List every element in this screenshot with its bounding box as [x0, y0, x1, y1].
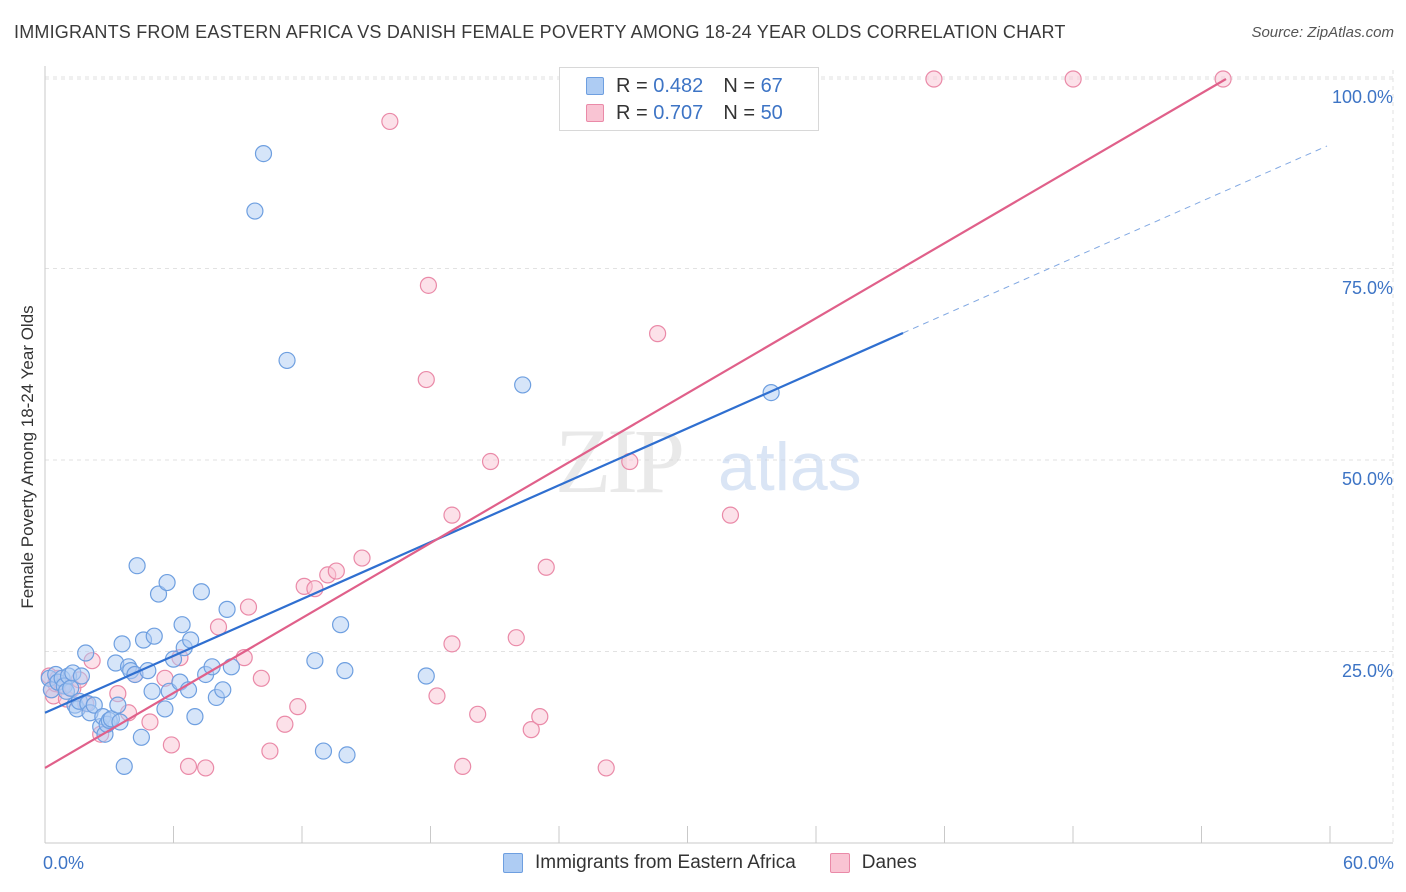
danes-point [1064, 70, 1082, 88]
x-tick-label: 60.0% [1342, 853, 1394, 873]
eastern-africa-point [246, 202, 264, 220]
chart-title: IMMIGRANTS FROM EASTERN AFRICA VS DANISH… [14, 22, 1066, 42]
eastern-africa-point [132, 728, 150, 746]
eastern-africa-point [254, 145, 273, 163]
danes-point [179, 757, 198, 776]
danes-point [428, 687, 446, 705]
danes-point [327, 562, 345, 580]
danes-point [522, 721, 540, 739]
eastern-africa-point [214, 681, 232, 699]
danes-point [381, 112, 399, 131]
danes-point [481, 452, 500, 471]
danes-point [141, 713, 159, 731]
danes-point [454, 757, 472, 776]
legend-r-value: 0.707 [653, 101, 704, 124]
eastern-africa-point [336, 662, 354, 680]
danes-trendline [44, 78, 1227, 769]
legend-r-value: 0.482 [653, 74, 704, 97]
danes-point [537, 558, 555, 576]
legend-item-danes: Danes [829, 852, 917, 874]
legend-label-danes: Danes [861, 852, 917, 873]
eastern-africa-point [156, 700, 174, 718]
legend-swatch-pink [586, 104, 604, 122]
danes-point [507, 629, 525, 647]
danes-point [261, 742, 279, 760]
danes-point [197, 759, 215, 777]
eastern-africa-points [40, 145, 780, 776]
eastern-africa-point [306, 652, 324, 670]
legend-n-label: N = [723, 74, 755, 97]
watermark-zip: ZIP [555, 410, 682, 512]
danes-point [469, 705, 487, 723]
danes-point [443, 506, 461, 524]
y-tick-label: 50.0% [1341, 469, 1393, 489]
legend-r-label: R = [616, 101, 648, 124]
legend-row-eastern-africa: R = 0.482 N = 67 [586, 73, 783, 99]
legend-swatch-blue [586, 77, 604, 95]
eastern-africa-trendline [44, 331, 904, 714]
eastern-africa-point [186, 708, 204, 726]
danes-point [276, 715, 294, 733]
eastern-africa-point [762, 383, 780, 402]
legend-swatch-blue [503, 853, 523, 873]
legend-swatch-pink [829, 853, 850, 873]
series-legend: Immigrants from Eastern Africa Danes [503, 852, 951, 874]
eastern-africa-point [72, 667, 91, 685]
eastern-africa-point [218, 600, 236, 618]
legend-item-eastern-africa: Immigrants from Eastern Africa [503, 852, 796, 874]
legend-n-label: N = [723, 101, 755, 124]
y-tick-label: 25.0% [1341, 661, 1393, 681]
eastern-africa-point [158, 573, 176, 592]
eastern-africa-point [85, 696, 103, 714]
danes-point [531, 708, 549, 726]
watermark: ZIP atlas [555, 410, 862, 512]
danes-point [721, 506, 740, 524]
eastern-africa-point [514, 376, 532, 394]
eastern-africa-point [145, 627, 163, 645]
eastern-africa-point [338, 746, 356, 764]
eastern-africa-point [331, 616, 350, 634]
eastern-africa-point [77, 644, 95, 662]
danes-point [162, 736, 180, 754]
danes-point [289, 698, 307, 716]
danes-point [649, 325, 667, 343]
trendlines [44, 78, 1328, 769]
eastern-africa-trendline-extension [902, 145, 1328, 334]
danes-point [419, 276, 438, 294]
x-tick-label: 0.0% [43, 853, 85, 873]
legend-row-danes: R = 0.707 N = 50 [586, 100, 783, 126]
eastern-africa-point [417, 667, 435, 685]
gridlines [45, 70, 1394, 842]
y-axis-label: Female Poverty Among 18-24 Year Olds [18, 305, 37, 609]
danes-point [353, 549, 371, 567]
danes-point [252, 669, 270, 687]
eastern-africa-point [278, 351, 296, 370]
danes-point [925, 70, 943, 88]
watermark-atlas: atlas [718, 429, 862, 505]
legend-n-value: 67 [760, 74, 783, 97]
danes-point [417, 370, 435, 389]
eastern-africa-point [173, 616, 191, 634]
stats-legend: R = 0.482 N = 67 R = 0.707 N = 50 [559, 67, 819, 131]
eastern-africa-point [143, 682, 161, 700]
y-tick-label: 75.0% [1341, 278, 1393, 298]
danes-point [443, 635, 461, 653]
legend-r-label: R = [616, 74, 648, 97]
danes-point [239, 598, 258, 616]
eastern-africa-point [192, 583, 210, 601]
eastern-africa-point [115, 757, 133, 776]
eastern-africa-point [109, 696, 127, 714]
eastern-africa-point [149, 585, 168, 603]
axes [44, 66, 1393, 844]
y-tick-label: 100.0% [1331, 87, 1393, 107]
source-credit: Source: ZipAtlas.com [1251, 24, 1394, 41]
legend-label-eastern-africa: Immigrants from Eastern Africa [535, 852, 796, 873]
eastern-africa-point [128, 557, 146, 575]
eastern-africa-point [314, 742, 333, 760]
legend-n-value: 50 [760, 101, 783, 124]
eastern-africa-point [113, 635, 131, 653]
danes-point [597, 759, 615, 777]
